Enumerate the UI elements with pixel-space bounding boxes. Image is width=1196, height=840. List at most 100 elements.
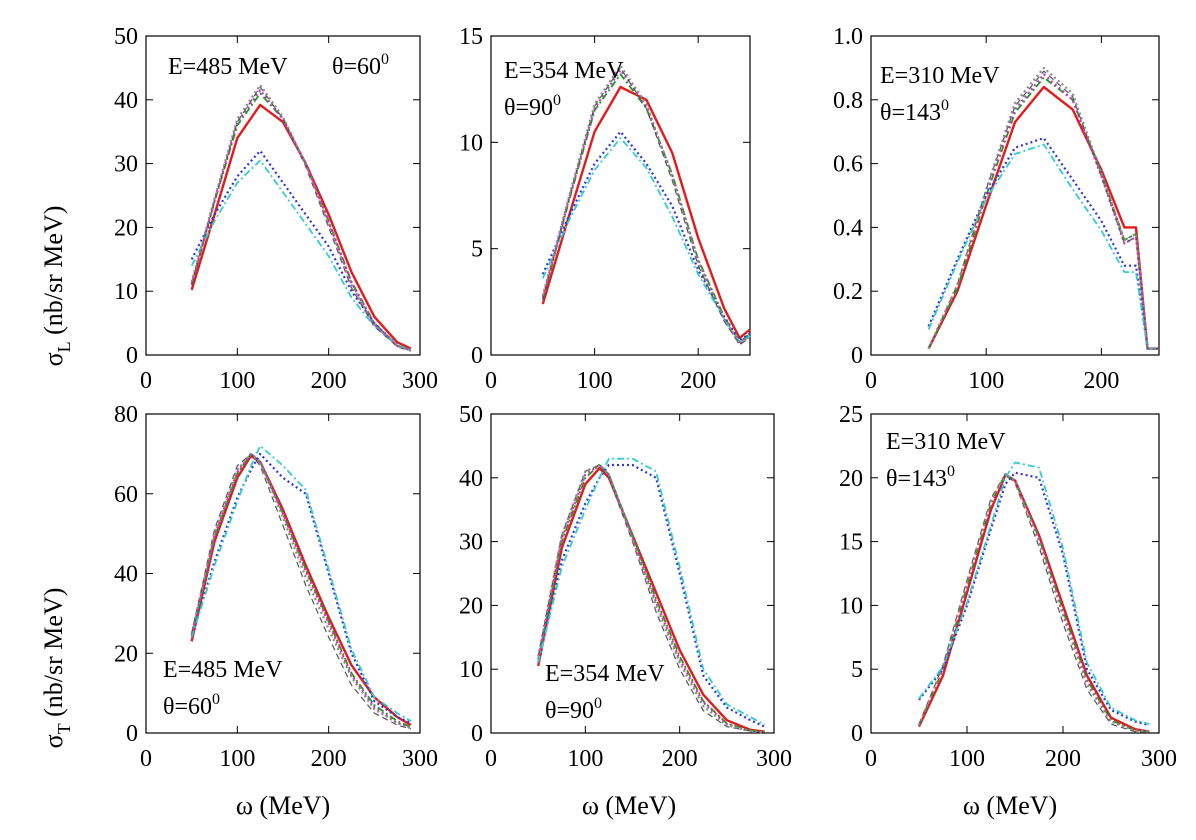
ylabel-top: σL (nb/sr MeV) (39, 206, 74, 367)
series-line-gray (537, 463, 765, 734)
angle-value: θ=60 (332, 54, 381, 80)
series-line-black (191, 453, 412, 730)
y-tick-label: 0.8 (833, 88, 863, 114)
x-tick-label: 200 (1083, 368, 1119, 394)
y-tick-label: 20 (114, 215, 138, 241)
ylabel-top-main: σ (39, 352, 68, 366)
angle-degree-superscript: 0 (212, 691, 220, 708)
y-tick-label: 0.6 (833, 152, 863, 178)
series-line-magenta (927, 73, 1159, 350)
x-tick-label: 200 (311, 368, 347, 394)
scattering-angle-label: θ=900 (504, 92, 561, 121)
y-tick-label: 30 (459, 530, 483, 556)
x-tick-label: 200 (680, 368, 716, 394)
scattering-angle-label: θ=1430 (880, 97, 949, 126)
series-line-green (190, 452, 412, 728)
x-tick-label: 200 (311, 746, 347, 772)
plot-frame (490, 413, 775, 734)
beam-energy-label: E=485 MeV (163, 657, 283, 683)
y-tick-label: 1.0 (833, 24, 863, 50)
series-line-gray (190, 452, 412, 730)
ylabel-top-unit: (nb/sr MeV) (39, 206, 68, 342)
series-line-cyan (190, 159, 412, 351)
ylabel-bottom-main: σ (39, 734, 68, 748)
y-tick-label: 20 (839, 466, 863, 492)
plot-frame (145, 35, 421, 356)
y-tick-label: 5 (851, 657, 863, 683)
y-tick-label: 10 (114, 279, 138, 305)
series-line-green (927, 76, 1159, 350)
xlabel-middle: ω (MeV) (582, 791, 676, 820)
x-tick-label: 0 (140, 746, 152, 772)
series-line-black (918, 473, 1150, 733)
series-line-gray (927, 66, 1159, 350)
y-tick-label: 40 (114, 562, 138, 588)
y-tick-label: 10 (459, 130, 483, 156)
angle-degree-superscript: 0 (947, 463, 955, 480)
y-tick-label: 80 (114, 402, 138, 428)
y-tick-label: 25 (839, 402, 863, 428)
y-tick-label: 0 (851, 721, 863, 747)
beam-energy-label: E=310 MeV (886, 429, 1006, 455)
y-tick-label: 0 (471, 721, 483, 747)
series-line-red (927, 85, 1159, 350)
series-line-cyan (190, 444, 412, 722)
x-tick-label: 300 (402, 746, 438, 772)
series-line-black (928, 70, 1159, 350)
beam-energy-label: E=485 MeV (168, 54, 288, 80)
series-line-green (190, 92, 412, 351)
y-tick-label: 10 (839, 593, 863, 619)
y-tick-label: 10 (459, 657, 483, 683)
series-line-cyan (537, 457, 766, 726)
ylabel-top-sub: L (54, 341, 74, 352)
plot-frame (490, 35, 751, 356)
plot-frame (870, 35, 1160, 356)
x-tick-label: 0 (485, 368, 497, 394)
series-line-red (917, 474, 1150, 733)
plot-frame (145, 413, 421, 734)
y-tick-label: 15 (459, 24, 483, 50)
xlabel-right: ω (MeV) (963, 791, 1057, 820)
x-tick-label: 0 (485, 746, 497, 772)
angle-degree-superscript: 0 (594, 695, 602, 712)
y-tick-label: 0.2 (833, 279, 863, 305)
angle-degree-superscript: 0 (553, 92, 561, 109)
series-line-red (537, 467, 765, 733)
angle-value: θ=90 (545, 698, 594, 724)
y-tick-label: 0.4 (833, 215, 863, 241)
series-line-cyan (918, 461, 1150, 725)
series-line-gray (917, 472, 1150, 733)
scattering-angle-label: θ=900 (545, 695, 602, 724)
angle-value: θ=60 (163, 694, 212, 720)
y-tick-label: 15 (839, 530, 863, 556)
series-line-black (191, 86, 412, 352)
series-line-green (918, 473, 1150, 733)
x-tick-label: 100 (949, 746, 985, 772)
angle-value: θ=143 (886, 466, 947, 492)
xlabel-left: ω (MeV) (236, 791, 330, 820)
y-tick-label: 60 (114, 482, 138, 508)
x-tick-label: 0 (140, 368, 152, 394)
series-line-black (542, 67, 751, 345)
y-tick-label: 40 (114, 88, 138, 114)
x-tick-label: 200 (662, 746, 698, 772)
series-line-cyan (541, 137, 751, 344)
x-tick-label: 200 (1045, 746, 1081, 772)
series-line-green (541, 73, 751, 344)
angle-value: θ=90 (504, 95, 553, 121)
series-line-green (537, 464, 765, 733)
y-tick-label: 50 (459, 402, 483, 428)
series-line-blue (190, 149, 412, 351)
y-tick-label: 20 (459, 593, 483, 619)
x-tick-label: 100 (577, 368, 613, 394)
angle-degree-superscript: 0 (941, 97, 949, 114)
x-tick-label: 100 (219, 368, 255, 394)
y-tick-label: 20 (114, 641, 138, 667)
x-tick-label: 300 (1141, 746, 1177, 772)
x-tick-label: 300 (756, 746, 792, 772)
